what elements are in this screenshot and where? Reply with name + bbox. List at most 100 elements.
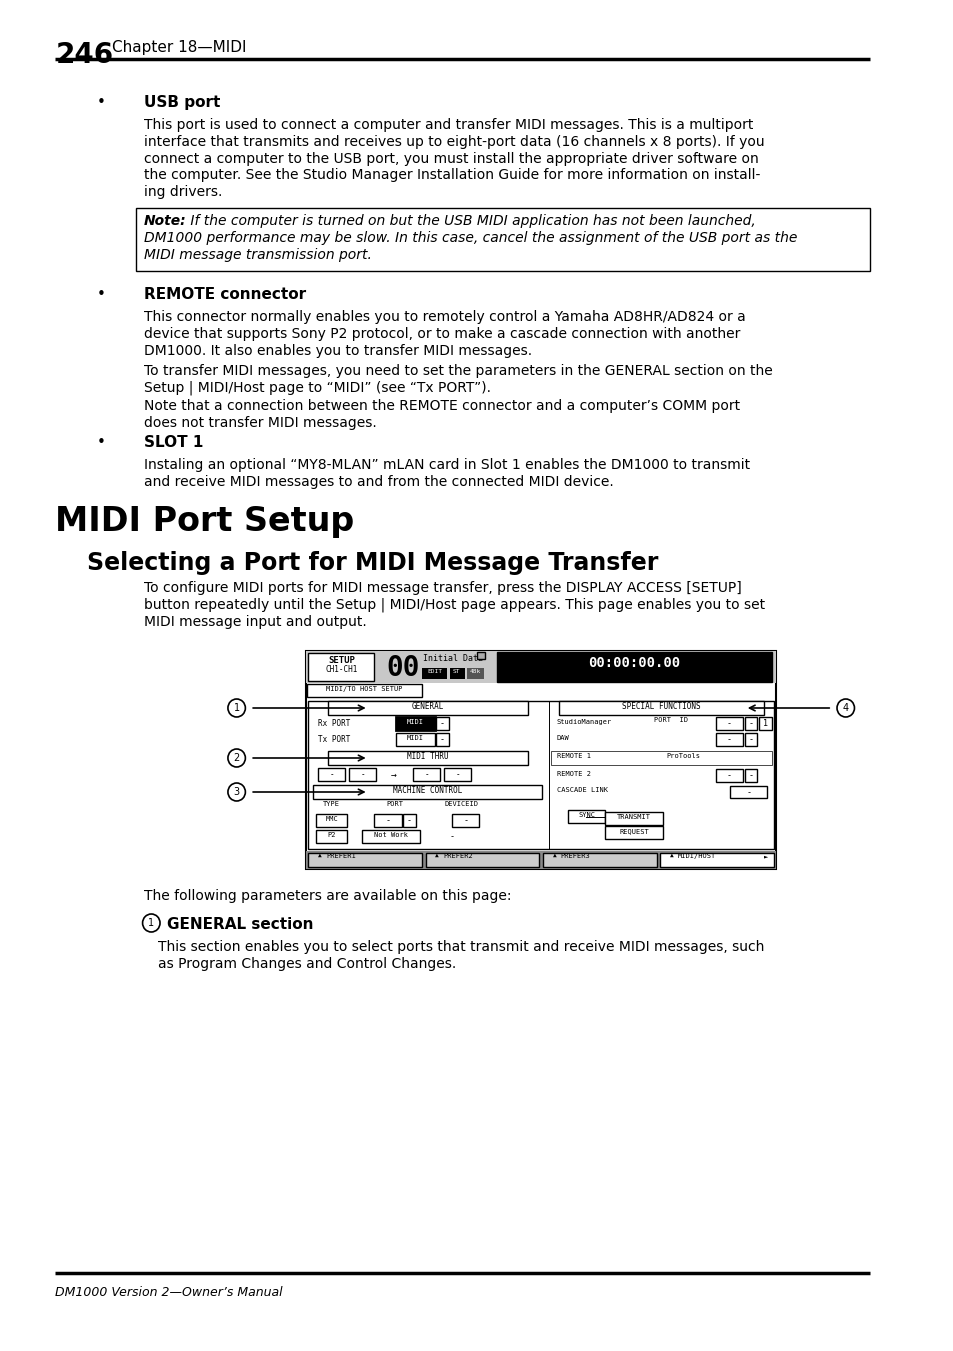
Text: MIDI Port Setup: MIDI Port Setup	[55, 505, 355, 538]
FancyBboxPatch shape	[135, 208, 869, 272]
Text: PORT: PORT	[426, 717, 442, 723]
Text: TYPE: TYPE	[323, 801, 339, 807]
Bar	[306, 651, 775, 869]
Text: Note that a connection between the REMOTE connector and a computer’s COMM port: Note that a connection between the REMOT…	[143, 399, 739, 413]
Text: -: -	[462, 816, 468, 825]
Text: -: -	[745, 788, 750, 797]
Bar	[395, 734, 434, 746]
Bar	[759, 717, 771, 730]
Text: 1: 1	[762, 719, 767, 728]
Text: -: -	[747, 771, 753, 780]
Bar	[744, 717, 757, 730]
Bar	[349, 767, 375, 781]
Bar	[328, 751, 527, 765]
Text: -: -	[726, 735, 731, 744]
Text: -: -	[385, 816, 390, 825]
Bar	[307, 684, 421, 697]
Text: device that supports Sony P2 protocol, or to make a cascade connection with anot: device that supports Sony P2 protocol, o…	[143, 327, 740, 340]
Bar	[436, 734, 449, 746]
Text: 00: 00	[386, 654, 419, 682]
Text: MIDI/TO HOST SETUP: MIDI/TO HOST SETUP	[326, 686, 402, 692]
Text: ▲: ▲	[552, 852, 556, 858]
Text: TRANSMIT: TRANSMIT	[617, 815, 651, 820]
Text: GENERAL: GENERAL	[411, 703, 443, 711]
Text: DM1000. It also enables you to transfer MIDI messages.: DM1000. It also enables you to transfer …	[143, 343, 531, 358]
Text: 1: 1	[233, 703, 239, 713]
Text: -: -	[455, 770, 459, 780]
Bar	[361, 830, 419, 843]
Text: -: -	[329, 770, 334, 780]
Text: SLOT 1: SLOT 1	[143, 435, 203, 450]
Bar	[315, 815, 347, 827]
Bar	[744, 769, 757, 782]
Text: Initial Data: Initial Data	[422, 654, 482, 663]
Text: 246: 246	[55, 41, 113, 69]
Text: ProTools: ProTools	[665, 753, 700, 759]
Text: StudioManager: StudioManager	[557, 719, 611, 725]
Bar	[466, 667, 483, 680]
Text: MIDI/HOST: MIDI/HOST	[678, 852, 716, 859]
Bar	[315, 830, 347, 843]
Text: Rx PORT: Rx PORT	[317, 719, 350, 728]
Bar	[306, 851, 775, 869]
Text: -: -	[747, 719, 753, 728]
Text: To transfer MIDI messages, you need to set the parameters in the GENERAL section: To transfer MIDI messages, you need to s…	[143, 363, 772, 378]
Text: ▲: ▲	[670, 852, 673, 858]
Text: ▲: ▲	[317, 852, 321, 858]
Text: EDIT: EDIT	[427, 669, 441, 674]
Text: -: -	[439, 719, 444, 728]
Text: -: -	[360, 770, 365, 780]
Bar	[421, 667, 447, 680]
Text: MIDI: MIDI	[406, 735, 423, 740]
Text: Setup | MIDI/Host page to “MIDI” (see “Tx PORT”).: Setup | MIDI/Host page to “MIDI” (see “T…	[143, 381, 490, 396]
Text: -: -	[726, 719, 731, 728]
Text: REMOTE 1: REMOTE 1	[557, 753, 590, 759]
Bar	[558, 701, 763, 715]
Text: The following parameters are available on this page:: The following parameters are available o…	[143, 889, 511, 902]
Text: To configure MIDI ports for MIDI message transfer, press the DISPLAY ACCESS [SET: To configure MIDI ports for MIDI message…	[143, 581, 740, 594]
Text: ST: ST	[453, 669, 460, 674]
Text: This section enables you to select ports that transmit and receive MIDI messages: This section enables you to select ports…	[158, 940, 763, 954]
Text: 4: 4	[841, 703, 848, 713]
Text: 00:00:00.00: 00:00:00.00	[588, 657, 679, 670]
Text: This port is used to connect a computer and transfer MIDI messages. This is a mu: This port is used to connect a computer …	[143, 118, 752, 132]
Text: •: •	[97, 286, 106, 303]
Bar	[374, 815, 401, 827]
Bar	[715, 734, 742, 746]
Bar	[730, 786, 766, 798]
Text: Chapter 18—MIDI: Chapter 18—MIDI	[112, 41, 246, 55]
Bar	[476, 653, 484, 659]
Text: This connector normally enables you to remotely control a Yamaha AD8HR/AD824 or : This connector normally enables you to r…	[143, 309, 744, 324]
Text: connect a computer to the USB port, you must install the appropriate driver soft: connect a computer to the USB port, you …	[143, 151, 758, 166]
Text: 1: 1	[148, 917, 154, 928]
Text: PREFER2: PREFER2	[443, 852, 473, 859]
Bar	[604, 812, 662, 825]
Text: the computer. See the Studio Manager Installation Guide for more information on : the computer. See the Studio Manager Ins…	[143, 169, 760, 182]
Text: If the computer is turned on but the USB MIDI application has not been launched,: If the computer is turned on but the USB…	[186, 213, 755, 228]
Bar	[313, 785, 541, 798]
Text: •: •	[97, 95, 106, 109]
Bar	[452, 815, 478, 827]
Text: -: -	[747, 735, 753, 744]
Bar	[604, 825, 662, 839]
Bar	[328, 701, 527, 715]
Bar	[568, 811, 604, 823]
Bar	[403, 815, 416, 827]
Text: -: -	[439, 735, 444, 744]
Bar	[308, 701, 773, 848]
Text: SYNC: SYNC	[578, 812, 595, 817]
Bar	[317, 767, 345, 781]
Text: -: -	[406, 816, 412, 825]
Text: -: -	[449, 832, 454, 842]
Text: PREFER1: PREFER1	[326, 852, 355, 859]
Bar	[659, 852, 773, 867]
Text: ►: ►	[763, 852, 768, 859]
Text: as Program Changes and Control Changes.: as Program Changes and Control Changes.	[158, 957, 456, 971]
Text: 3: 3	[233, 788, 239, 797]
Text: interface that transmits and receives up to eight-port data (16 channels x 8 por: interface that transmits and receives up…	[143, 135, 763, 149]
Bar	[550, 751, 771, 765]
Text: P2: P2	[327, 832, 335, 838]
Text: REMOTE connector: REMOTE connector	[143, 286, 305, 303]
Text: MIDI message input and output.: MIDI message input and output.	[143, 615, 366, 628]
Text: MIDI: MIDI	[406, 719, 423, 725]
